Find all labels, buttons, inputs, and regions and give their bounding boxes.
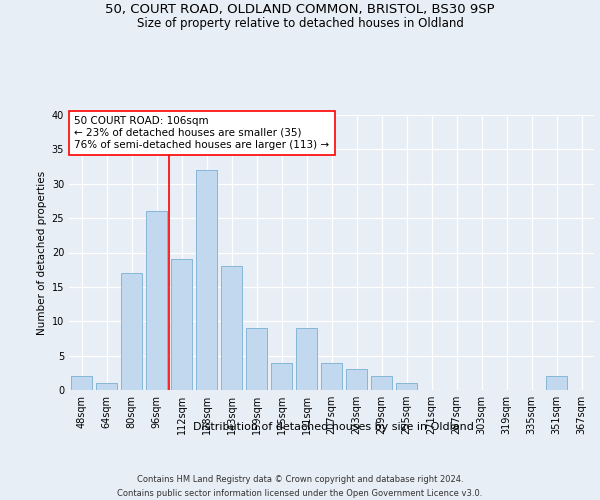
Bar	[246, 328, 267, 390]
Bar	[96, 383, 117, 390]
Bar	[71, 376, 92, 390]
Text: Size of property relative to detached houses in Oldland: Size of property relative to detached ho…	[137, 18, 463, 30]
Text: 50, COURT ROAD, OLDLAND COMMON, BRISTOL, BS30 9SP: 50, COURT ROAD, OLDLAND COMMON, BRISTOL,…	[105, 2, 495, 16]
Bar	[396, 383, 417, 390]
Text: Contains HM Land Registry data © Crown copyright and database right 2024.
Contai: Contains HM Land Registry data © Crown c…	[118, 476, 482, 498]
Y-axis label: Number of detached properties: Number of detached properties	[37, 170, 47, 334]
Bar	[121, 273, 142, 390]
Bar	[221, 266, 242, 390]
Bar	[171, 260, 192, 390]
Text: 50 COURT ROAD: 106sqm
← 23% of detached houses are smaller (35)
76% of semi-deta: 50 COURT ROAD: 106sqm ← 23% of detached …	[74, 116, 329, 150]
Bar	[321, 362, 342, 390]
Text: Distribution of detached houses by size in Oldland: Distribution of detached houses by size …	[193, 422, 473, 432]
Bar	[146, 211, 167, 390]
Bar	[196, 170, 217, 390]
Bar	[296, 328, 317, 390]
Bar	[346, 370, 367, 390]
Bar	[546, 376, 567, 390]
Bar	[371, 376, 392, 390]
Bar	[271, 362, 292, 390]
